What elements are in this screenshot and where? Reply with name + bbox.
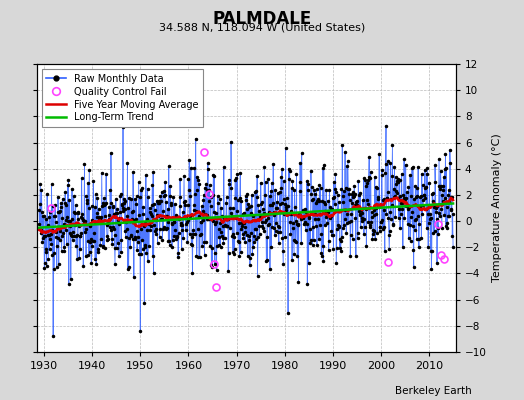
Legend: Raw Monthly Data, Quality Control Fail, Five Year Moving Average, Long-Term Tren: Raw Monthly Data, Quality Control Fail, … bbox=[41, 69, 203, 127]
Text: 34.588 N, 118.094 W (United States): 34.588 N, 118.094 W (United States) bbox=[159, 22, 365, 32]
Y-axis label: Temperature Anomaly (°C): Temperature Anomaly (°C) bbox=[493, 134, 503, 282]
Text: PALMDALE: PALMDALE bbox=[212, 10, 312, 28]
Text: Berkeley Earth: Berkeley Earth bbox=[395, 386, 472, 396]
